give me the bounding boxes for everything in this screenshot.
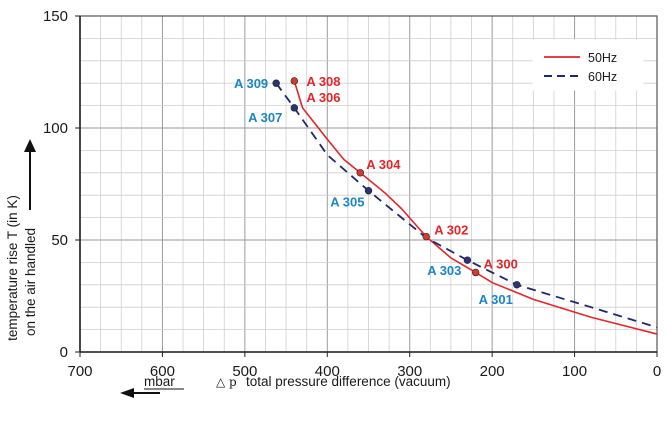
x-axis-label: total pressure difference (vacuum) <box>246 374 451 389</box>
x-axis-arrow-head-icon <box>120 388 134 398</box>
y-axis-arrow-head-icon <box>24 139 36 152</box>
legend-label-60hz: 60Hz <box>588 70 617 84</box>
series-line-60hz <box>275 82 658 329</box>
legend-label-50hz: 50Hz <box>588 51 617 65</box>
y-tick-label: 100 <box>43 120 68 137</box>
series-line-50hz <box>293 80 658 335</box>
data-point-label: A 305 <box>330 195 364 210</box>
x-tick-label: 400 <box>315 363 340 380</box>
data-point-label: A 302 <box>434 223 468 238</box>
y-tick-label: 0 <box>60 344 68 361</box>
data-point-marker <box>471 268 480 277</box>
plot-frame <box>79 15 658 353</box>
x-tick-label: 500 <box>232 363 257 380</box>
x-tick-label: 600 <box>150 363 175 380</box>
data-point-marker <box>513 281 521 289</box>
x-tick-label: 0 <box>653 363 661 380</box>
y-axis-label-group: temperature rise T (in K) on the air han… <box>5 139 38 341</box>
data-point-marker <box>356 169 364 177</box>
data-point-label: A 303 <box>427 263 461 278</box>
x-tick-label: 100 <box>562 363 587 380</box>
data-point-label: A 309 <box>234 76 268 91</box>
series-layer <box>275 80 658 335</box>
data-point-marker <box>290 77 299 85</box>
y-tick-label: 50 <box>51 232 68 249</box>
x-tick-label: 300 <box>397 363 422 380</box>
data-point-label: A 301 <box>479 292 513 307</box>
markers-layer: A 308 A 304 A 302 A 300 A 309 A 307 A 305 A 303… <box>234 74 521 307</box>
data-point-marker <box>290 104 299 112</box>
data-point-label: A 306 <box>306 90 340 105</box>
y-axis-label-line1: temperature rise T (in K) <box>5 195 20 341</box>
data-point-label: A 307 <box>248 110 282 125</box>
legend: 50Hz 60Hz <box>532 39 644 91</box>
x-tick-label: 200 <box>480 363 505 380</box>
data-point-label: A 308 <box>306 74 340 89</box>
data-point-marker <box>364 187 373 195</box>
x-axis-delta-p-symbol: △ p <box>216 375 237 389</box>
data-point-marker <box>272 79 280 87</box>
y-axis-label-line2: on the air handled <box>23 228 38 336</box>
x-axis-label-group: mbar △ p total pressure difference (vacu… <box>120 374 451 398</box>
data-point-marker <box>463 256 472 264</box>
ticks-layer: 700 600 500 400 300 200 100 0 0 50 100 150 <box>43 8 661 380</box>
data-point-label: A 304 <box>366 157 401 172</box>
x-tick-label: 700 <box>67 363 92 380</box>
x-axis-unit-label: mbar <box>144 374 175 389</box>
data-point-marker <box>422 232 430 241</box>
legend-box <box>532 39 644 91</box>
data-point-label: A 300 <box>484 256 518 271</box>
y-tick-label: 150 <box>43 8 68 25</box>
